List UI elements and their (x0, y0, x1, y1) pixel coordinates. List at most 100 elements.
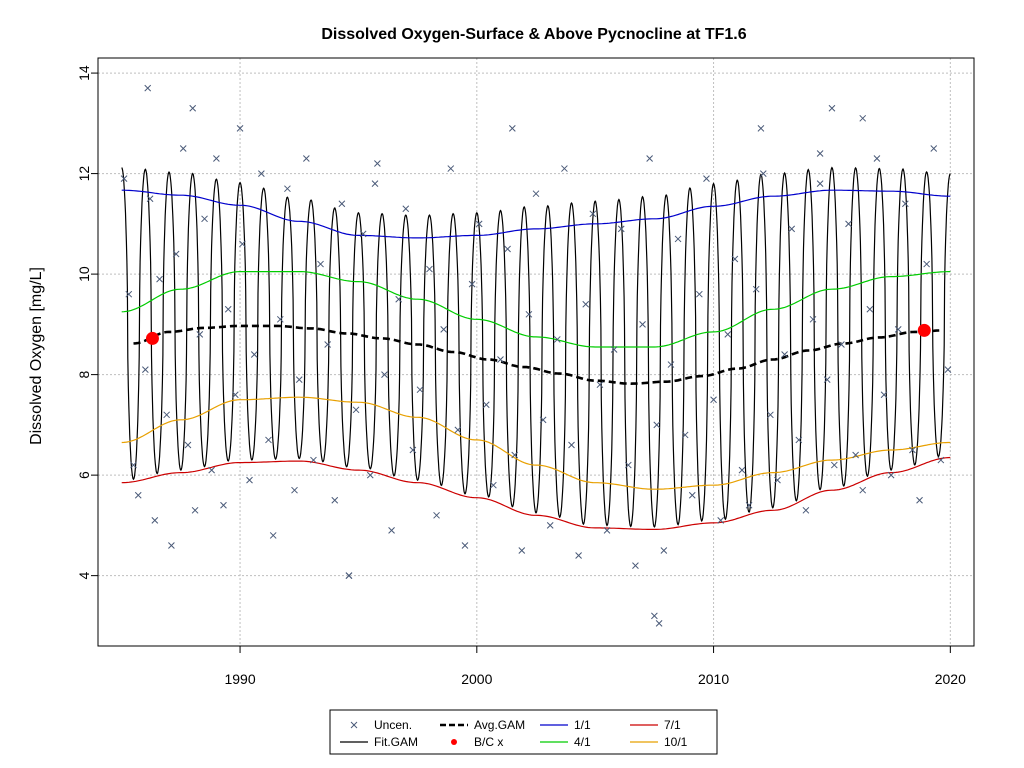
legend-label: B/C x (474, 735, 503, 749)
uncen-point (141, 366, 149, 373)
uncen-point (269, 532, 277, 539)
x-tick-label: 2010 (698, 671, 729, 687)
uncen-point (482, 401, 490, 409)
uncen-point (639, 321, 646, 328)
uncen-point (681, 431, 689, 439)
uncen-point (802, 506, 810, 514)
uncen-point (651, 612, 658, 620)
series-1-1 (121, 189, 951, 239)
uncen-point (703, 175, 710, 182)
legend-label: 1/1 (574, 718, 591, 732)
uncen-point (504, 245, 511, 253)
uncen-point (291, 486, 298, 494)
uncen-point (172, 250, 180, 258)
uncen-point (532, 190, 540, 198)
uncen-point (179, 145, 187, 152)
uncen-point (196, 331, 204, 338)
legend-item-uncen: Uncen. (350, 718, 412, 732)
uncen-point (395, 295, 403, 303)
uncen-point (838, 341, 845, 348)
uncen-point (511, 451, 519, 459)
series-bc-x (145, 323, 931, 345)
legend-label: 7/1 (664, 718, 681, 732)
uncen-point (745, 501, 753, 509)
uncen-point (208, 466, 215, 474)
uncen-point (909, 446, 916, 454)
uncen-point (667, 361, 675, 368)
uncen-point (901, 200, 909, 208)
uncen-point (440, 326, 448, 333)
uncen-point (774, 476, 781, 484)
legend-label: 4/1 (574, 735, 591, 749)
uncen-point (302, 155, 310, 162)
uncen-point (324, 341, 332, 348)
uncen-point (617, 225, 625, 233)
uncen-point (603, 527, 611, 534)
legend-item-10-1: 10/1 (630, 735, 688, 749)
uncen-point (937, 456, 945, 464)
uncen-point (468, 280, 476, 288)
uncen-point (887, 471, 895, 479)
uncen-point (213, 155, 220, 162)
uncen-point (426, 265, 433, 273)
uncen-point (767, 411, 774, 419)
uncen-point (781, 351, 788, 358)
uncen-point (859, 114, 867, 122)
series-layer (121, 166, 951, 530)
uncen-point (231, 391, 239, 399)
uncen-point (930, 145, 938, 152)
y-tick-label: 4 (76, 572, 92, 580)
series-avg-gam (133, 324, 944, 386)
uncen-point (859, 486, 867, 494)
uncen-point (490, 481, 497, 489)
uncen-point (191, 506, 199, 514)
uncen-point (674, 235, 682, 243)
legend-item-4-1: 4/1 (540, 735, 591, 749)
bc-point (917, 323, 931, 337)
y-tick-label: 6 (76, 471, 92, 479)
legend: Uncen. Fit.GAM Avg.GAM B/C x 1/1 4/1 7/1 10/1 (329, 709, 718, 755)
uncen-point (250, 351, 258, 358)
uncen-point (144, 84, 152, 92)
uncen-point (944, 366, 952, 373)
x-tick-label: 2020 (935, 671, 966, 687)
plot-frame (97, 57, 975, 647)
axes: 1990 2000 2010 2020 4 6 8 10 12 14 (76, 65, 966, 687)
uncen-point (189, 104, 197, 112)
uncen-point (338, 200, 346, 208)
uncen-point (724, 331, 732, 338)
legend-label: Fit.GAM (374, 735, 418, 749)
series-fit-gam (121, 166, 951, 528)
legend-item-1-1: 1/1 (540, 718, 591, 732)
y-tick-label: 14 (76, 65, 92, 81)
uncen-point (374, 160, 381, 167)
uncen-point (310, 456, 317, 464)
uncen-point (710, 396, 717, 404)
uncen-point (546, 522, 554, 529)
uncen-point (201, 215, 208, 223)
uncen-point (497, 356, 504, 363)
series-10-1 (121, 396, 951, 490)
uncen-point (120, 175, 128, 182)
uncen-point (388, 527, 395, 534)
uncen-point (402, 205, 410, 213)
uncen-point (134, 491, 142, 499)
x-tick-label: 2000 (461, 671, 492, 687)
legend-item-7-1: 7/1 (630, 718, 681, 732)
uncen-point (731, 255, 739, 263)
uncen-point (655, 620, 663, 627)
bc-point (145, 331, 159, 345)
x-tick-label: 1990 (224, 671, 255, 687)
uncen-point (345, 572, 353, 579)
uncen-point (239, 240, 246, 248)
uncen-point (447, 165, 455, 172)
gridlines (98, 58, 974, 646)
legend-item-b-c-x: B/C x (451, 735, 503, 749)
legend-label: 10/1 (664, 735, 688, 749)
uncen-point (224, 305, 232, 313)
uncen-point (632, 562, 639, 569)
uncen-point (561, 165, 568, 172)
uncen-point (284, 185, 291, 193)
uncen-point (646, 155, 653, 162)
